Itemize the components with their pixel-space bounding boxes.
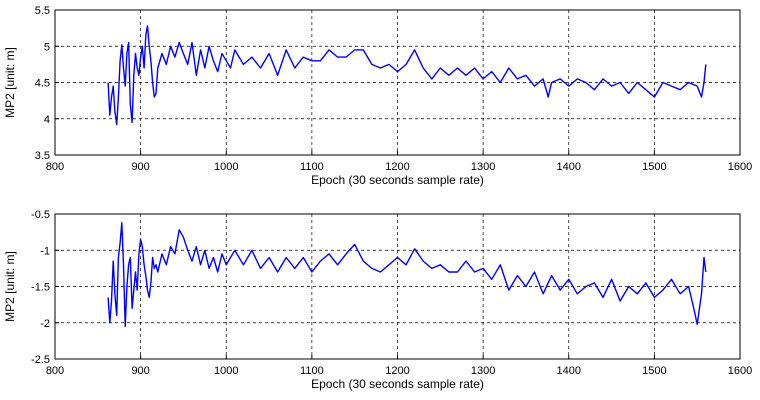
y-axis-label: MP2 [unit: m]	[3, 251, 17, 322]
x-tick-label: 1100	[300, 161, 324, 173]
x-tick-label: 1600	[728, 161, 752, 173]
y-tick-label: 5	[44, 41, 50, 53]
x-tick-label: 1600	[728, 365, 752, 377]
x-tick-label: 900	[131, 161, 149, 173]
chart-panel-top: 800 900 1000 1100 1200 1300 1400 1500 1600 3.5 4 4.…	[3, 5, 752, 187]
chart-panel-bottom: 800 900 1000 1100 1200 1300 1400 1500 1600 -2.5 -2…	[3, 209, 752, 391]
grid-lines	[55, 214, 740, 359]
series-line	[107, 222, 707, 328]
x-tick-label: 1100	[300, 365, 324, 377]
series-line	[107, 25, 707, 126]
x-tick-label: 1200	[385, 365, 409, 377]
x-tick-label: 1500	[642, 365, 666, 377]
y-axis-label: MP2 [unit: m]	[3, 47, 17, 118]
x-tick-label: 1300	[471, 161, 495, 173]
y-tick-label: 3.5	[35, 150, 50, 162]
x-tick-label: 800	[46, 365, 64, 377]
x-tick-label: 1000	[214, 365, 238, 377]
x-axis-label: Epoch (30 seconds sample rate)	[311, 173, 484, 187]
x-tick-label: 900	[131, 365, 149, 377]
grid-lines	[55, 10, 740, 155]
y-tick-label: -0.5	[31, 209, 50, 221]
y-tick-label: -2	[40, 318, 50, 330]
x-axis-label: Epoch (30 seconds sample rate)	[311, 377, 484, 391]
y-tick-label: 4.5	[35, 78, 50, 90]
tick-labels: 800 900 1000 1100 1200 1300 1400 1500 1600 3.5 4 4.…	[35, 5, 753, 173]
y-tick-label: -2.5	[31, 354, 50, 366]
y-tick-label: 4	[44, 114, 50, 126]
x-tick-label: 1500	[642, 161, 666, 173]
x-tick-label: 1000	[214, 161, 238, 173]
x-tick-label: 1300	[471, 365, 495, 377]
y-tick-label: -1.5	[31, 282, 50, 294]
x-tick-label: 1400	[557, 365, 581, 377]
x-tick-label: 1200	[385, 161, 409, 173]
tick-labels: 800 900 1000 1100 1200 1300 1400 1500 1600 -2.5 -2…	[31, 209, 752, 377]
x-tick-label: 800	[46, 161, 64, 173]
y-tick-label: -1	[40, 245, 50, 257]
y-tick-label: 5.5	[35, 5, 50, 17]
x-tick-label: 1400	[557, 161, 581, 173]
